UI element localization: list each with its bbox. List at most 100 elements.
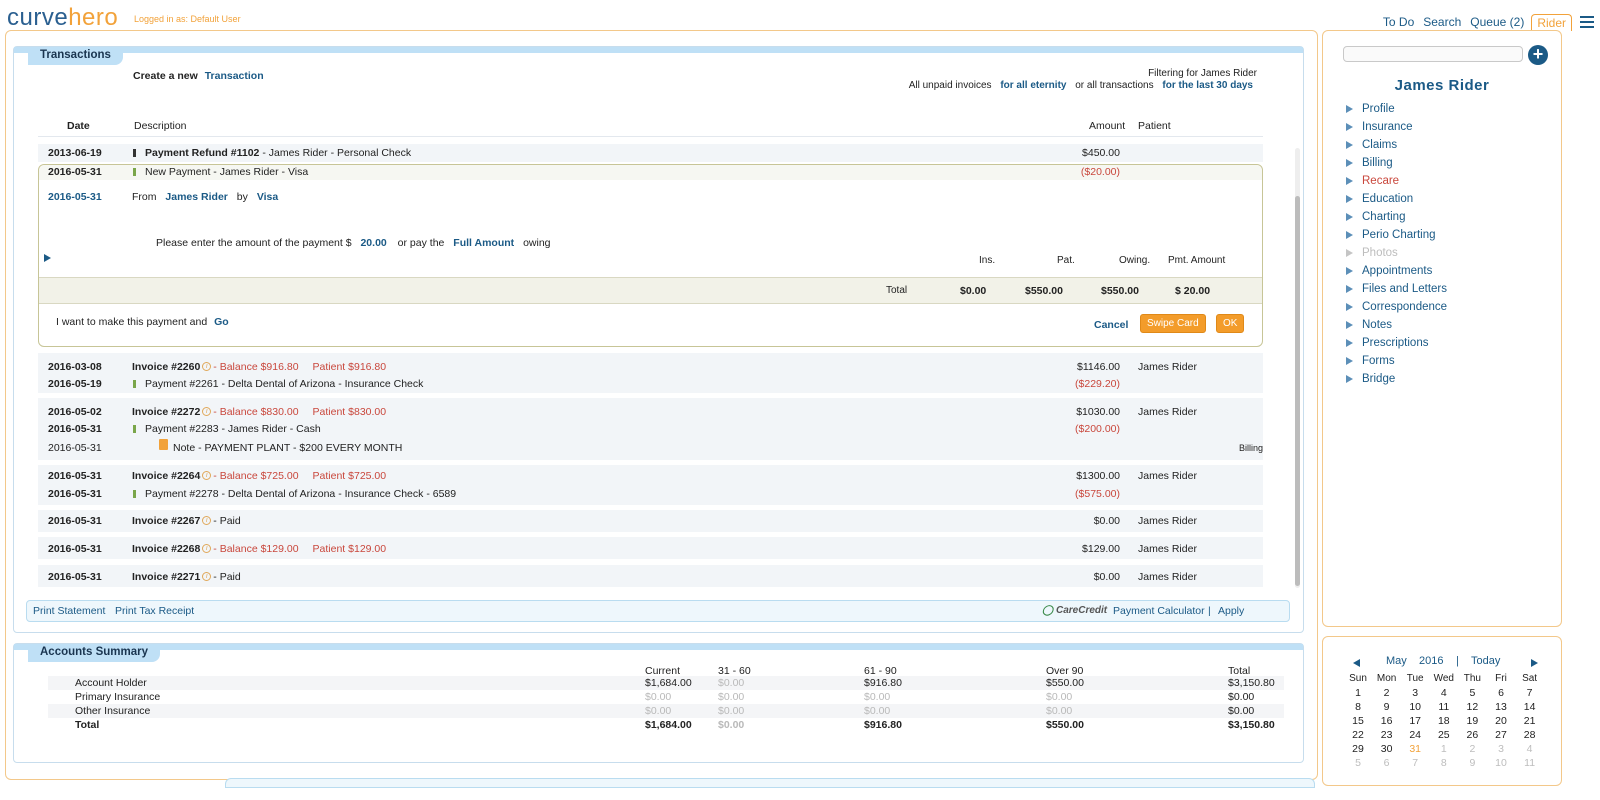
calendar-day[interactable]: 11: [1438, 701, 1450, 713]
calendar-day[interactable]: 1: [1355, 687, 1361, 699]
calendar-day[interactable]: 3: [1498, 743, 1504, 755]
calendar-day[interactable]: 6: [1498, 687, 1504, 699]
calendar-day[interactable]: 19: [1466, 715, 1479, 727]
table-row[interactable]: 2016-05-19 Payment #2261 - Delta Dental …: [38, 375, 1263, 393]
calendar-prev-icon[interactable]: [1353, 658, 1360, 670]
carecredit-logo[interactable]: ◯ CareCredit: [1042, 605, 1108, 616]
calendar-day[interactable]: 8: [1440, 757, 1447, 769]
info-icon[interactable]: i: [202, 516, 212, 525]
info-icon[interactable]: i: [202, 544, 212, 553]
calendar-year[interactable]: 2016: [1419, 655, 1444, 667]
sidebar-item-notes[interactable]: Notes: [1346, 319, 1392, 331]
table-row[interactable]: 2016-05-31 Invoice #2271 i - Paid $0.00 Ja…: [38, 568, 1263, 586]
calendar-day[interactable]: 3: [1412, 687, 1419, 699]
go-link[interactable]: Go: [214, 316, 229, 328]
calendar-next-icon[interactable]: [1531, 658, 1538, 670]
payment-method-link[interactable]: Visa: [256, 191, 279, 203]
calendar-day[interactable]: 17: [1409, 715, 1422, 727]
calendar-day[interactable]: 28: [1523, 729, 1536, 741]
calendar-day[interactable]: 18: [1437, 715, 1450, 727]
print-tax-receipt-link[interactable]: Print Tax Receipt: [115, 605, 195, 617]
sidebar-item-recare[interactable]: Recare: [1346, 175, 1399, 187]
calendar-day[interactable]: 9: [1383, 701, 1390, 713]
calendar-day[interactable]: 9: [1469, 757, 1476, 769]
sidebar-item-photos[interactable]: Photos: [1346, 247, 1398, 259]
calendar-day[interactable]: 24: [1409, 729, 1422, 741]
nav-queue[interactable]: Queue (2): [1470, 15, 1525, 29]
calendar-day[interactable]: 1: [1440, 743, 1447, 755]
calendar-day[interactable]: 27: [1495, 729, 1507, 741]
info-icon[interactable]: i: [202, 471, 212, 480]
filter-30days-link[interactable]: for the last 30 days: [1162, 80, 1253, 91]
nav-todo[interactable]: To Do: [1382, 15, 1415, 29]
calendar-day[interactable]: 21: [1523, 715, 1536, 727]
calendar-month[interactable]: May: [1386, 655, 1407, 667]
calendar-day[interactable]: 16: [1380, 715, 1393, 727]
table-row[interactable]: 2016-05-31 Note - PAYMENT PLANT - $200 E…: [38, 439, 1263, 457]
calendar-day[interactable]: 23: [1380, 729, 1393, 741]
sidebar-item-billing[interactable]: Billing: [1346, 157, 1393, 169]
payment-calculator-link[interactable]: Payment Calculator: [1113, 605, 1205, 617]
sidebar-item-perio-charting[interactable]: Perio Charting: [1346, 229, 1436, 241]
calendar-day[interactable]: 14: [1523, 701, 1536, 713]
calendar-day[interactable]: 7: [1412, 757, 1419, 769]
calendar-day[interactable]: 5: [1355, 757, 1361, 769]
table-row[interactable]: 2016-03-08 Invoice #2260 i - Balance $916.…: [38, 358, 1263, 376]
calendar-day[interactable]: 10: [1409, 701, 1422, 713]
sidebar-item-education[interactable]: Education: [1346, 193, 1413, 205]
calendar-day[interactable]: 25: [1437, 729, 1450, 741]
print-statement-link[interactable]: Print Statement: [33, 605, 106, 617]
table-row[interactable]: 2016-05-31 Payment #2278 - Delta Dental …: [38, 485, 1263, 503]
sidebar-item-bridge[interactable]: Bridge: [1346, 373, 1395, 385]
calendar-day[interactable]: 13: [1495, 701, 1507, 713]
full-amount-link[interactable]: Full Amount: [453, 237, 515, 249]
sidebar-item-correspondence[interactable]: Correspondence: [1346, 301, 1447, 313]
calendar-day[interactable]: 26: [1466, 729, 1479, 741]
calendar-day[interactable]: 2: [1383, 687, 1390, 699]
calendar-day[interactable]: 6: [1383, 757, 1390, 769]
sidebar-item-forms[interactable]: Forms: [1346, 355, 1395, 367]
calendar-day[interactable]: 22: [1352, 729, 1364, 741]
sidebar-item-profile[interactable]: Profile: [1346, 103, 1395, 115]
nav-search[interactable]: Search: [1423, 15, 1462, 29]
info-icon[interactable]: i: [202, 407, 212, 416]
hamburger-menu-icon[interactable]: [1580, 16, 1594, 28]
nav-rider-tab[interactable]: Rider: [1531, 13, 1572, 31]
sidebar-item-files-and-letters[interactable]: Files and Letters: [1346, 283, 1447, 295]
app-logo[interactable]: curvehero: [7, 4, 118, 32]
calendar-day[interactable]: 7: [1526, 687, 1533, 699]
add-patient-button[interactable]: +: [1528, 45, 1548, 65]
swipe-card-button[interactable]: Swipe Card: [1140, 314, 1206, 333]
sidebar-item-claims[interactable]: Claims: [1346, 139, 1397, 151]
info-icon[interactable]: i: [202, 572, 212, 581]
patient-search-input[interactable]: [1343, 46, 1523, 62]
sidebar-item-appointments[interactable]: Appointments: [1346, 265, 1432, 277]
table-row[interactable]: 2016-05-31 Invoice #2264 i - Balance $725.…: [38, 467, 1263, 485]
table-row[interactable]: 2016-05-31 New Payment - James Rider - V…: [38, 163, 1263, 181]
create-transaction-link[interactable]: Transaction: [204, 70, 264, 82]
transactions-scrollbar[interactable]: [1295, 148, 1300, 588]
table-row[interactable]: 2016-05-31 Invoice #2268 i - Balance $129.…: [38, 540, 1263, 558]
calendar-day[interactable]: 10: [1495, 757, 1507, 769]
calendar-day[interactable]: 31: [1409, 743, 1422, 755]
payment-date-link[interactable]: 2016-05-31: [48, 191, 102, 203]
filter-eternity-link[interactable]: for all eternity: [1000, 80, 1067, 91]
calendar-day[interactable]: 5: [1469, 687, 1476, 699]
note-icon[interactable]: [159, 439, 168, 450]
table-row[interactable]: 2016-05-02 Invoice #2272 i - Balance $830.…: [38, 403, 1263, 421]
sidebar-item-prescriptions[interactable]: Prescriptions: [1346, 337, 1428, 349]
ok-button[interactable]: OK: [1216, 314, 1245, 333]
calendar-day[interactable]: 30: [1380, 743, 1393, 755]
sidebar-item-charting[interactable]: Charting: [1346, 211, 1405, 223]
calendar-day[interactable]: 15: [1352, 715, 1364, 727]
calendar-day[interactable]: 29: [1352, 743, 1364, 755]
info-icon[interactable]: i: [202, 362, 212, 371]
scrollbar-thumb[interactable]: [1295, 196, 1300, 586]
table-row[interactable]: 2016-05-31 Payment #2283 - James Rider -…: [38, 420, 1263, 438]
payment-amount-input[interactable]: 20.00: [360, 237, 387, 249]
calendar-today-link[interactable]: Today: [1471, 655, 1501, 667]
calendar-day[interactable]: 2: [1469, 743, 1476, 755]
calendar-day[interactable]: 8: [1355, 701, 1361, 713]
calendar-day[interactable]: 4: [1440, 687, 1447, 699]
apply-link[interactable]: Apply: [1218, 605, 1245, 617]
